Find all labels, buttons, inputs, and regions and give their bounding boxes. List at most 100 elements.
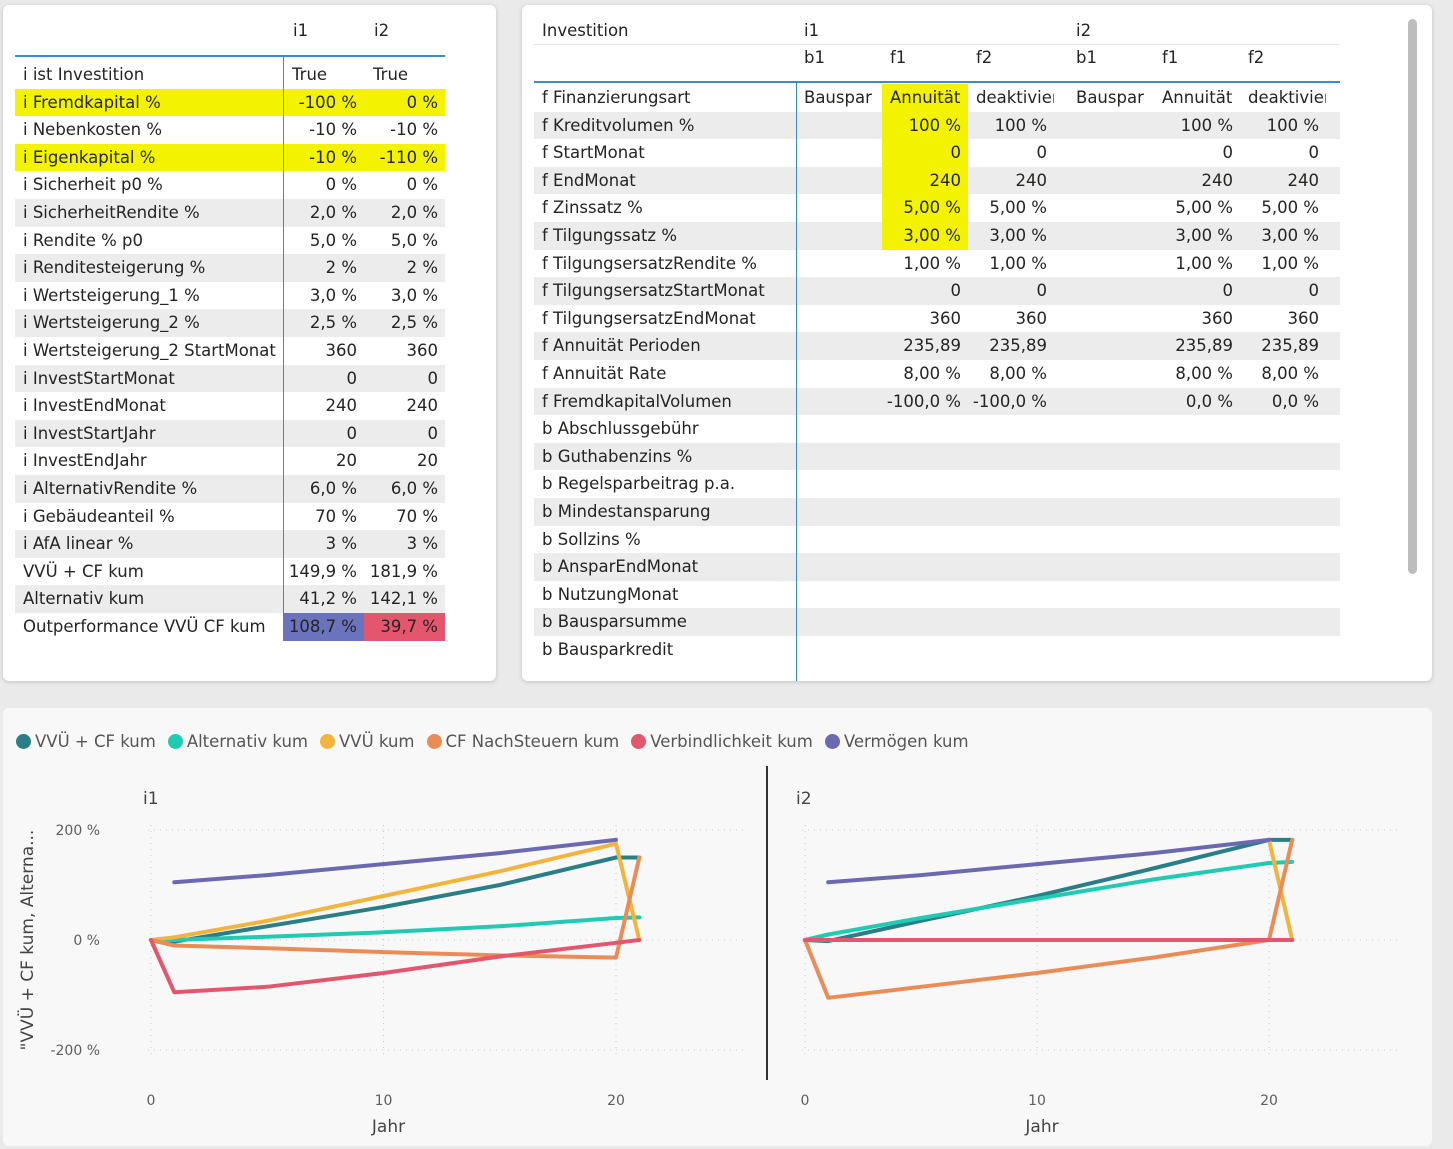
table-row[interactable]: i AfA linear % 3 % 3 % [15, 530, 445, 558]
x-axis-title: Jahr [1024, 1117, 1058, 1137]
cell-value: 240 [1287, 170, 1320, 190]
cell-value [796, 250, 882, 278]
table-row[interactable]: f TilgungsersatzEndMonat 360 360 360 360 [534, 305, 1340, 333]
legend-item[interactable]: Verbindlichkeit kum [631, 732, 813, 751]
row-label: i Fremdkapital % [23, 92, 161, 112]
table-row[interactable]: i Wertsteigerung_1 % 3,0 % 3,0 % [15, 282, 445, 310]
cell-i1: 0 % [325, 175, 357, 195]
table-row[interactable]: Outperformance VVÜ CF kum 108,7 % 39,7 % [15, 613, 445, 641]
legend-marker [167, 734, 183, 749]
subcolumn-header-b1[interactable]: b1 [1076, 48, 1097, 67]
cell-value: 360 [929, 308, 962, 328]
table-row[interactable]: b NutzungMonat [534, 581, 1340, 609]
table-row[interactable]: b Mindestansparung [534, 498, 1340, 526]
row-label: i Gebäudeanteil % [23, 506, 175, 526]
cell-value [1154, 553, 1240, 581]
cell-value: 0,0 % [1271, 391, 1319, 411]
table-row[interactable]: b Abschlussgebühr [534, 415, 1340, 443]
column-header-i2[interactable]: i2 [374, 21, 390, 40]
table-row[interactable]: f Annuität Perioden 235,89 235,89 235,89 235… [534, 332, 1340, 360]
header-divider [534, 81, 1340, 83]
table-row[interactable]: i SicherheitRendite % 2,0 % 2,0 % [15, 199, 445, 227]
table-row[interactable]: f Kreditvolumen % 100 % 100 % 100 % 100 % [534, 111, 1340, 140]
series-line [803, 859, 1295, 942]
row-label: i Wertsteigerung_2 % [23, 313, 200, 333]
table-row[interactable]: i Renditesteigerung % 2 % 2 % [15, 254, 445, 282]
subcolumn-header-f2[interactable]: f2 [1248, 48, 1265, 67]
table-row[interactable]: b Regelsparbeitrag p.a. [534, 470, 1340, 498]
x-axis-title: Jahr [371, 1117, 405, 1137]
table-row[interactable]: b Bausparkredit [534, 636, 1340, 664]
table-row[interactable]: f TilgungsersatzStartMonat 0 0 0 0 [534, 277, 1340, 305]
table-row[interactable]: b Bausparsumme [534, 608, 1340, 636]
group-header-i1[interactable]: i1 [804, 21, 820, 40]
table-row[interactable]: i Eigenkapital % -10 % -110 % [15, 143, 445, 172]
legend-item[interactable]: CF NachSteuern kum [426, 732, 619, 751]
table-row[interactable]: f FremdkapitalVolumen -100,0 % -100,0 % 0,0… [534, 387, 1340, 416]
table-row[interactable]: i InvestStartJahr 0 0 [15, 419, 445, 448]
table-row[interactable]: f EndMonat 240 240 240 240 [534, 166, 1340, 195]
table-row[interactable]: Alternativ kum 41,2 % 142,1 % [15, 585, 445, 613]
cell-value: 0 [882, 139, 968, 167]
cell-value: 3,00 % [1261, 226, 1319, 245]
table-row[interactable]: i Wertsteigerung_2 StartMonat 360 360 [15, 337, 445, 365]
subcolumn-header-b1[interactable]: b1 [804, 48, 825, 67]
table-row[interactable]: i InvestEndMonat 240 240 [15, 392, 445, 420]
table-row[interactable]: f Zinssatz % 5,00 % 5,00 % 5,00 % 5,00 % [534, 194, 1340, 222]
table-row[interactable]: i Wertsteigerung_2 % 2,5 % 2,5 % [15, 309, 445, 337]
cell-value: 360 [1287, 308, 1320, 328]
cell-value [796, 526, 882, 554]
table-row[interactable]: i InvestEndJahr 20 20 [15, 447, 445, 475]
cell-i1: 2 % [325, 258, 357, 278]
table-row[interactable]: i Gebäudeanteil % 70 % 70 % [15, 503, 445, 531]
cell-value [968, 415, 1054, 443]
row-label: i InvestStartMonat [23, 368, 175, 388]
table-row[interactable]: f Annuität Rate 8,00 % 8,00 % 8,00 % 8,00 % [534, 360, 1340, 388]
cell-value [796, 636, 882, 664]
subcolumn-header-f1[interactable]: f1 [1162, 48, 1179, 67]
table-row[interactable]: i AlternativRendite % 6,0 % 6,0 % [15, 475, 445, 503]
table-row[interactable]: b AnsparEndMonat [534, 553, 1340, 581]
cell-value [1068, 360, 1154, 388]
legend-item[interactable]: VVÜ + CF kum [16, 732, 156, 751]
cell-value [968, 498, 1054, 526]
table-row[interactable]: b Guthabenzins % [534, 442, 1340, 471]
column-header-i1[interactable]: i1 [293, 21, 309, 40]
table-row[interactable]: f StartMonat 0 0 0 0 [534, 139, 1340, 167]
cell-i2: 2 % [406, 258, 438, 278]
cell-value [882, 608, 968, 636]
cell-value [1068, 608, 1154, 636]
table-row[interactable]: f Finanzierungsart Bauspar Annuität deaktiv… [534, 84, 1340, 112]
row-label: i Sicherheit p0 % [23, 175, 163, 195]
row-label: b Sollzins % [542, 529, 641, 549]
row-label: i Renditesteigerung % [23, 258, 206, 278]
table-row[interactable]: i InvestStartMonat 0 0 [15, 364, 445, 393]
table-row[interactable]: i Fremdkapital % -100 % 0 % [15, 88, 445, 117]
legend-marker [426, 734, 442, 749]
subcolumn-header-f2[interactable]: f2 [976, 48, 993, 67]
table-row[interactable]: i Nebenkosten % -10 % -10 % [15, 116, 445, 144]
cell-i1: 70 % [315, 506, 357, 526]
cell-i2: True [373, 65, 409, 84]
cell-value [882, 526, 968, 554]
legend-label: Alternativ kum [186, 732, 309, 751]
legend-item[interactable]: VVÜ kum [320, 732, 415, 751]
subcolumn-header-f1[interactable]: f1 [890, 48, 907, 67]
table-row[interactable]: i ist Investition True True [15, 61, 445, 89]
table-row[interactable]: b Sollzins % [534, 526, 1340, 554]
vertical-scrollbar[interactable] [1408, 19, 1417, 574]
cell-i2: 20 [417, 451, 438, 471]
table-row[interactable]: VVÜ + CF kum 149,9 % 181,9 % [15, 558, 445, 586]
cell-value [1068, 415, 1154, 443]
legend-item[interactable]: Vermögen kum [824, 732, 969, 751]
cell-value [1240, 581, 1326, 609]
table-row[interactable]: f TilgungsersatzRendite % 1,00 % 1,00 % 1,0… [534, 250, 1340, 278]
group-header-i2[interactable]: i2 [1076, 21, 1092, 40]
table-row[interactable]: i Sicherheit p0 % 0 % 0 % [15, 171, 445, 199]
cell-i2: 181,9 % [369, 561, 438, 581]
legend-item[interactable]: Alternativ kum [167, 732, 309, 751]
table-row[interactable]: i Rendite % p0 5,0 % 5,0 % [15, 227, 445, 255]
cell-value [1068, 305, 1154, 333]
cell-i2: -10 % [390, 120, 438, 140]
table-row[interactable]: f Tilgungssatz % 3,00 % 3,00 % 3,00 % 3,00 % [534, 222, 1340, 250]
